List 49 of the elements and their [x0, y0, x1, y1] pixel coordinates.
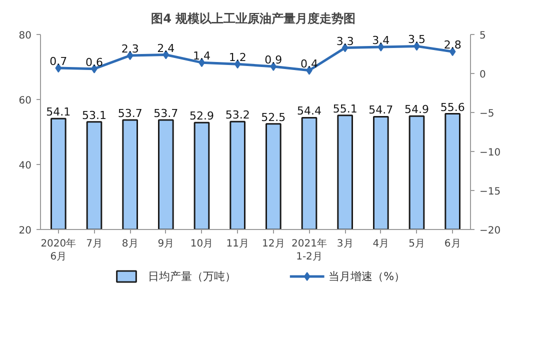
- y2-tick-label: −15: [480, 186, 501, 198]
- data-label: 52.5: [261, 110, 286, 124]
- y2-tick-label: −20: [480, 226, 501, 236]
- x-tick-label: 10月: [190, 238, 214, 250]
- x-tick-label: 9月: [158, 238, 174, 250]
- data-label: 1.4: [193, 50, 211, 63]
- data-label: 0.4: [300, 57, 318, 70]
- data-label: 1.2: [228, 51, 246, 64]
- data-label: 53.1: [82, 108, 107, 122]
- x-tick-label: 4月: [372, 238, 390, 250]
- data-label: 2.4: [157, 42, 175, 55]
- y-tick-label: 20: [18, 226, 32, 236]
- data-label: 53.7: [118, 106, 142, 120]
- data-label: 0.7: [50, 55, 68, 68]
- data-label: 2.3: [121, 42, 139, 56]
- y-tick-label: 80: [18, 30, 32, 42]
- x-tick-label: 5月: [408, 238, 425, 250]
- data-label: 52.9: [190, 110, 214, 123]
- data-label: 3.5: [408, 33, 426, 46]
- legend-label: 当月增速（%）: [328, 270, 406, 283]
- data-label: 0.6: [86, 56, 104, 69]
- data-label: 53.7: [154, 106, 178, 120]
- data-label: 54.7: [368, 104, 394, 117]
- data-label: 54.9: [404, 103, 430, 116]
- y2-tick-label: −5: [480, 108, 494, 120]
- x-tick-label: 7月: [86, 238, 102, 250]
- y2-tick-label: −10: [480, 148, 501, 158]
- y2-tick-label: 5: [480, 30, 486, 42]
- x-tick-label: 2020年 6月: [40, 238, 76, 263]
- data-label: 53.2: [225, 108, 250, 122]
- x-tick-label: 8月: [122, 238, 138, 250]
- x-tick-label: 6月: [444, 238, 461, 250]
- x-tick-label: 2021年 1-2月: [292, 238, 327, 263]
- data-label: 3.3: [336, 34, 354, 48]
- data-label: 55.1: [332, 102, 358, 116]
- y-tick-label: 40: [18, 160, 32, 172]
- data-label: 2.8: [444, 38, 462, 52]
- x-tick-label: 12月: [262, 238, 285, 250]
- legend-label: 日均产量（万吨）: [148, 270, 236, 283]
- data-label: 3.4: [372, 34, 390, 47]
- y-tick-label: 60: [18, 96, 32, 106]
- chart-title: 图4 规模以上工业原油产量月度走势图: [151, 12, 356, 26]
- x-tick-label: 3月: [336, 238, 354, 250]
- data-label: 54.1: [46, 106, 71, 119]
- data-label: 0.9: [264, 53, 282, 66]
- data-label: 55.6: [440, 100, 465, 114]
- y2-tick-label: 0: [480, 70, 486, 80]
- data-label: 54.4: [297, 104, 322, 118]
- x-tick-label: 11月: [226, 238, 249, 250]
